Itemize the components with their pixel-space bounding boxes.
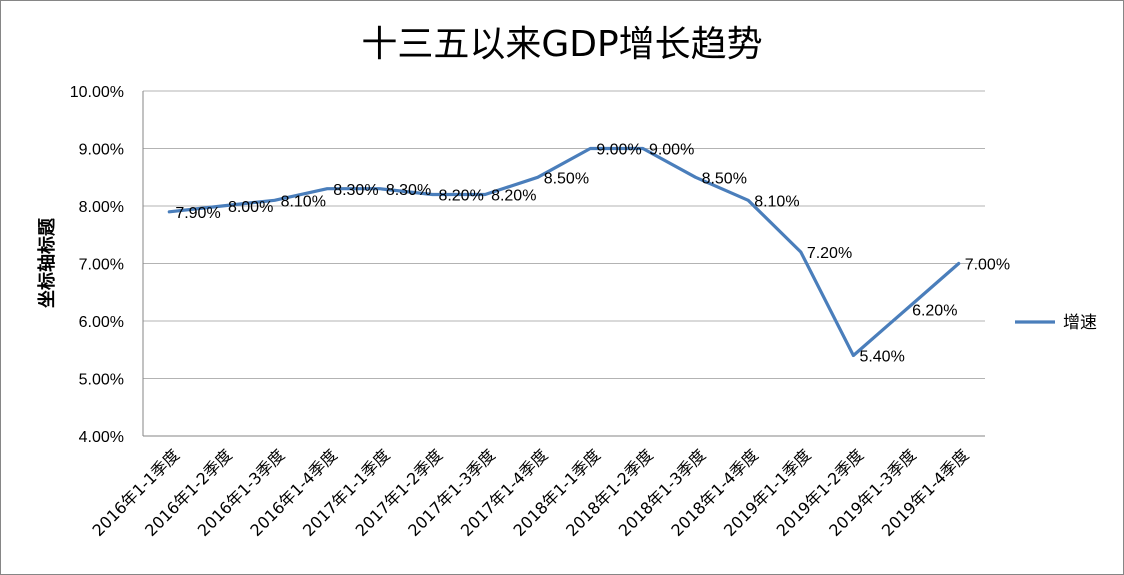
y-axis-title: 坐标轴标题 [36, 217, 58, 308]
x-tick-label: 2016年1-1季度 [88, 445, 183, 540]
y-tick-label: 8.00% [79, 199, 124, 216]
y-tick-label: 9.00% [79, 142, 124, 159]
data-label: 7.20% [807, 245, 852, 262]
chart-title: 十三五以来GDP增长趋势 [361, 24, 762, 65]
y-tick-label: 5.00% [79, 372, 124, 389]
data-label: 8.20% [438, 188, 483, 205]
gridlines [142, 90, 985, 437]
series-line-growth-rate [167, 146, 961, 358]
data-label: 7.90% [175, 205, 220, 222]
series-layer [167, 146, 961, 358]
data-label: 8.00% [228, 199, 273, 216]
data-label: 6.20% [912, 303, 957, 320]
legend-label: 增速 [1063, 313, 1097, 333]
data-label: 8.30% [333, 182, 378, 199]
data-label: 9.00% [649, 142, 694, 159]
y-axis-ticks: 4.00% 5.00% 6.00% 7.00% 8.00% 9.00% 10.00% [70, 84, 124, 446]
data-label: 8.50% [544, 170, 589, 187]
legend: 增速 [1015, 313, 1097, 333]
data-label: 7.00% [965, 257, 1010, 274]
data-label: 9.00% [596, 142, 641, 159]
data-label: 8.20% [491, 188, 536, 205]
data-label: 8.10% [281, 193, 326, 210]
data-labels: 7.90% 8.00% 8.10% 8.30% 8.30% 8.20% 8.20% 8.50%… [175, 142, 1010, 366]
data-label: 8.10% [754, 193, 799, 210]
y-tick-label: 10.00% [70, 84, 124, 101]
data-label: 8.50% [702, 170, 747, 187]
x-axis-ticks: 2016年1-1季度2016年1-2季度2016年1-3季度2016年1-4季度… [88, 445, 972, 540]
data-label: 8.30% [386, 182, 431, 199]
data-label: 5.40% [859, 349, 904, 366]
y-tick-label: 7.00% [79, 257, 124, 274]
y-tick-label: 4.00% [79, 429, 124, 446]
y-tick-label: 6.00% [79, 314, 124, 331]
